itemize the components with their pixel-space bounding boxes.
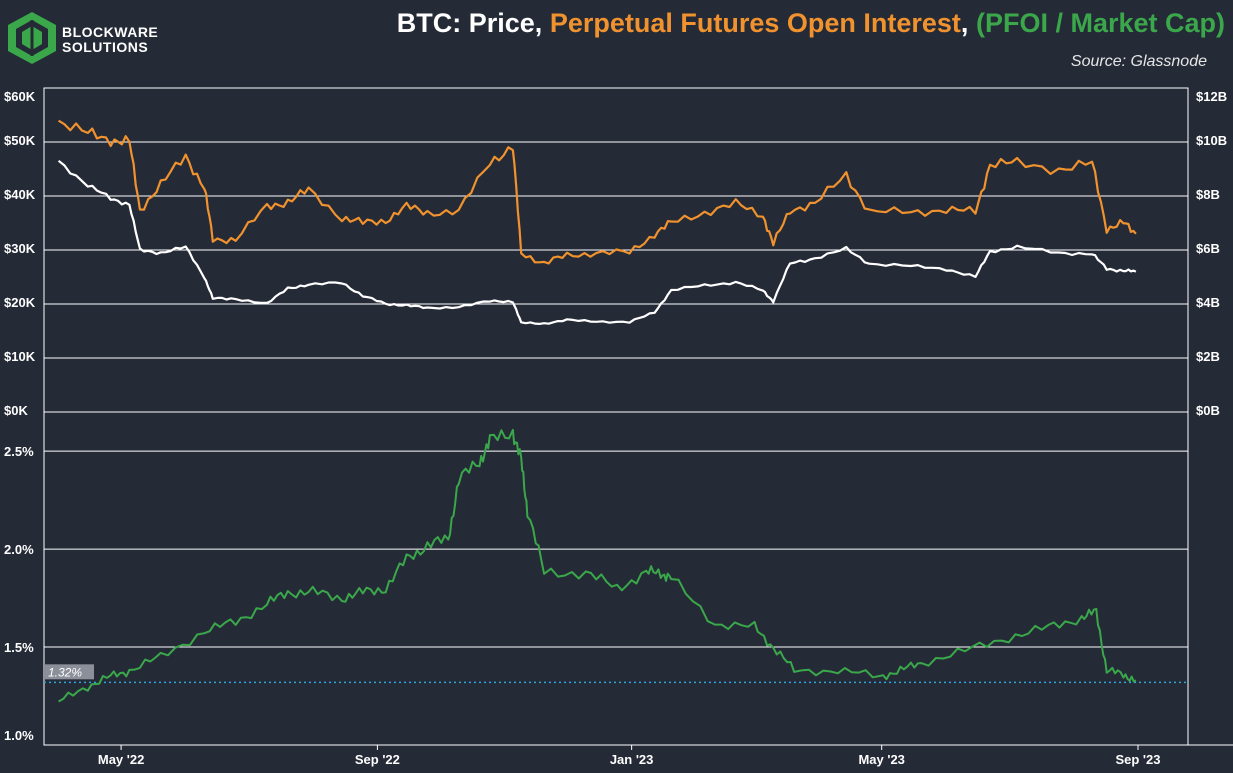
ratio-tick-label: 2.5% <box>4 444 34 459</box>
left-tick-label: $30K <box>4 241 36 256</box>
x-tick-label: Jan '23 <box>610 752 654 767</box>
chart-title: BTC: Price, Perpetual Futures Open Inter… <box>397 8 1225 39</box>
x-tick-label: Sep '22 <box>355 752 400 767</box>
plot-frame <box>43 87 1189 746</box>
series-open-interest <box>58 119 1137 265</box>
left-tick-label: $10K <box>4 349 36 364</box>
logo-wordmark: BLOCKWARE SOLUTIONS <box>62 25 158 55</box>
blockware-logo-icon <box>8 12 56 64</box>
left-tick-label: $50K <box>4 133 36 148</box>
right-tick-label: $10B <box>1196 133 1227 148</box>
logo-line-1: BLOCKWARE <box>62 24 159 40</box>
title-ratio: (PFOI / Market Cap) <box>975 8 1225 38</box>
left-tick-label: $40K <box>4 187 36 202</box>
ratio-tick-label: 1.5% <box>4 640 34 655</box>
x-tick-label: Sep '23 <box>1115 752 1160 767</box>
left-tick-label: $60K <box>4 89 36 104</box>
right-tick-label: $6B <box>1196 241 1220 256</box>
left-tick-label: $0K <box>4 403 28 418</box>
right-tick-label: $4B <box>1196 295 1220 310</box>
title-open-interest: Perpetual Futures Open Interest <box>549 8 961 38</box>
ratio-tick-label: 1.0% <box>4 728 34 743</box>
ratio-tick-label: 2.0% <box>4 542 34 557</box>
logo-line-2: SOLUTIONS <box>62 39 149 55</box>
right-tick-label: $2B <box>1196 349 1220 364</box>
series-price <box>57 159 1137 325</box>
title-price: BTC: Price, <box>396 8 543 38</box>
right-tick-label: $12B <box>1196 89 1227 104</box>
series-ratio <box>58 428 1137 703</box>
source-note: Source: Glassnode <box>1070 53 1207 70</box>
title-comma: , <box>960 8 969 38</box>
right-tick-label: $0B <box>1196 403 1220 418</box>
right-tick-label: $8B <box>1196 187 1220 202</box>
left-tick-label: $20K <box>4 295 36 310</box>
reference-label-box <box>44 664 94 680</box>
x-tick-label: May '22 <box>98 752 144 767</box>
x-tick-label: May '23 <box>858 752 904 767</box>
reference-label: 1.32% <box>48 665 82 679</box>
